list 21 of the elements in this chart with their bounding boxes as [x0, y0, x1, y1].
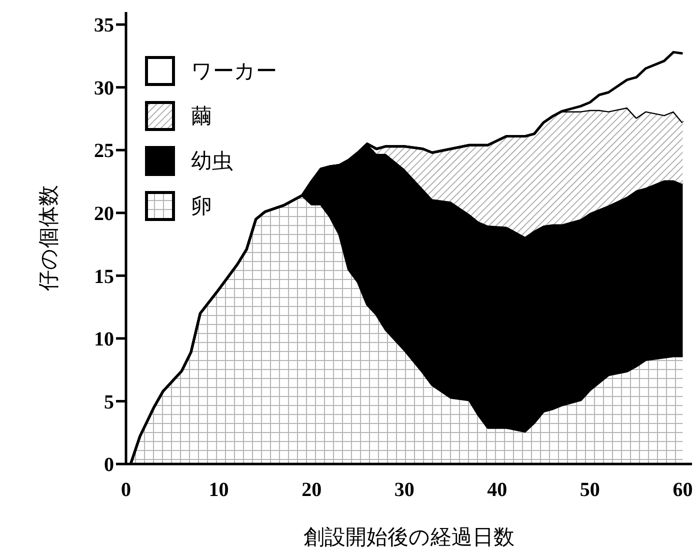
x-axis-title: 創設開始後の経過日数 — [304, 525, 514, 549]
y-tick-label: 25 — [94, 140, 114, 162]
legend-label: ワーカー — [191, 58, 277, 84]
y-axis-title: 仔の個体数 — [36, 185, 60, 291]
y-tick-label: 0 — [104, 454, 114, 476]
y-tick-label: 10 — [94, 328, 114, 351]
y-tick-label: 5 — [104, 391, 114, 414]
legend-label: 幼虫 — [191, 148, 233, 174]
x-tick-label: 40 — [487, 479, 508, 502]
y-tick-label: 15 — [94, 266, 114, 288]
x-tick-label: 10 — [208, 479, 229, 502]
y-tick-label: 30 — [94, 77, 114, 100]
legend-label: 繭 — [191, 102, 212, 130]
y-tick-label: 20 — [94, 202, 114, 225]
x-tick-label: 0 — [121, 479, 131, 502]
x-tick-label: 50 — [580, 479, 600, 502]
y-tick-label: 35 — [94, 14, 114, 37]
legend-label: 卵 — [191, 192, 212, 220]
x-tick-label: 30 — [394, 479, 414, 502]
x-tick-label: 20 — [302, 479, 322, 502]
x-tick-label: 60 — [672, 479, 693, 502]
